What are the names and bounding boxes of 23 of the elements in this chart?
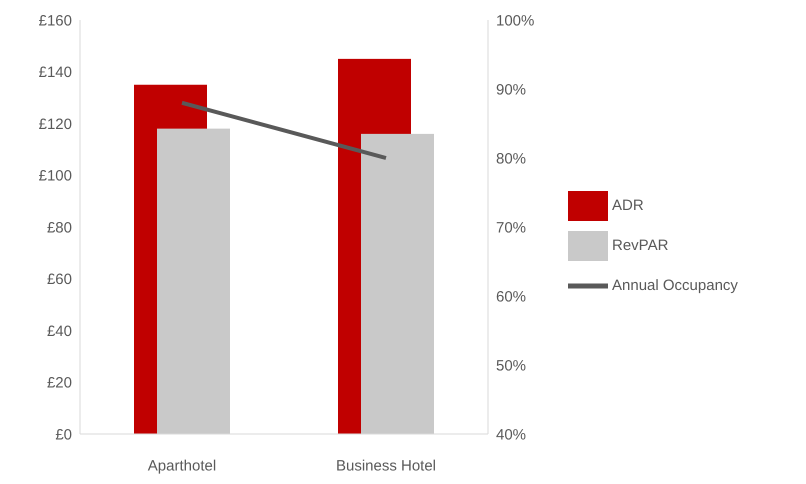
x-tick-label: Aparthotel [148, 458, 216, 475]
y2-tick-label: 100% [496, 12, 534, 30]
y2-tick-label: 80% [496, 150, 526, 168]
y-tick-label: £40 [46, 322, 72, 340]
y2-tick-label: 90% [496, 81, 526, 98]
y-tick-label: £20 [46, 374, 72, 392]
y-tick-label: £140 [38, 64, 72, 82]
y2-tick-label: 40% [496, 426, 526, 444]
y2-tick-label: 70% [496, 219, 526, 236]
bar [361, 134, 434, 434]
y2-tick-label: 60% [496, 288, 526, 306]
y-tick-label: £60 [46, 271, 72, 288]
x-tick-label: Business Hotel [336, 458, 436, 475]
bar [157, 128, 230, 434]
y-tick-label: £0 [55, 426, 72, 444]
y-tick-label: £160 [38, 12, 72, 30]
legend-label: Annual Occupancy [612, 277, 738, 294]
y-tick-label: £80 [46, 219, 72, 236]
y-tick-label: £120 [38, 116, 72, 133]
y2-tick-label: 50% [496, 357, 526, 374]
y-tick-label: £100 [38, 168, 72, 185]
legend-label: ADR [612, 197, 644, 214]
legend-label: RevPAR [612, 237, 668, 254]
